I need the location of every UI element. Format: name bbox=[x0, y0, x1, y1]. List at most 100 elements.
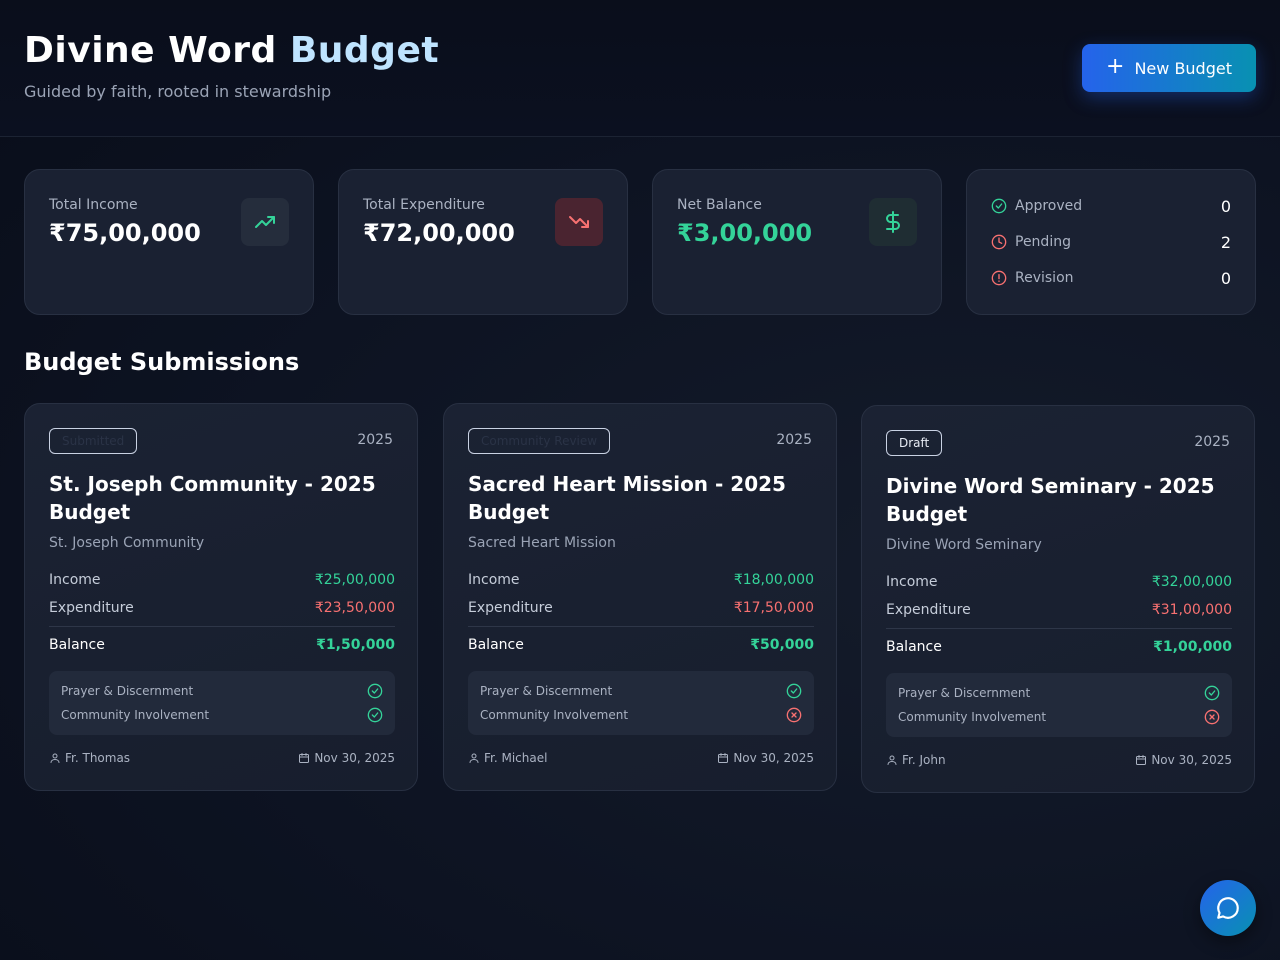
check-circle-icon bbox=[786, 683, 802, 699]
status-revision-count: 0 bbox=[1220, 268, 1231, 288]
income-label: Income bbox=[468, 572, 520, 588]
status-summary-card: Approved 0 Pending 2 Revision 0 bbox=[966, 169, 1256, 315]
income-value: ₹32,00,000 bbox=[1151, 574, 1232, 590]
user-icon bbox=[50, 753, 60, 763]
total-expenditure-value: ₹72,00,000 bbox=[363, 219, 515, 247]
status-approved-label: Approved bbox=[1015, 198, 1083, 214]
alert-circle-icon bbox=[991, 270, 1007, 286]
balance-row: Balance ₹1,50,000 bbox=[49, 637, 395, 653]
check-circle-icon bbox=[367, 707, 383, 723]
expenditure-value: ₹31,00,000 bbox=[1151, 602, 1232, 618]
status-badge: Draft bbox=[886, 430, 943, 456]
status-approved-row: Approved 0 bbox=[991, 196, 1231, 216]
author: Fr. John bbox=[886, 753, 946, 767]
trending-up-icon bbox=[241, 198, 289, 246]
expenditure-label: Expenditure bbox=[886, 602, 971, 618]
page-title: Divine Word Budget bbox=[24, 30, 439, 71]
income-row: Income ₹25,00,000 bbox=[49, 572, 395, 588]
expenditure-row: Expenditure ₹17,50,000 bbox=[468, 600, 814, 616]
checklist-item-label: Prayer & Discernment bbox=[898, 686, 1031, 700]
balance-label: Balance bbox=[49, 637, 105, 653]
author: Fr. Michael bbox=[468, 751, 547, 765]
due-date: Nov 30, 2025 bbox=[1135, 753, 1232, 767]
calendar-icon bbox=[1136, 755, 1147, 765]
status-pending-count: 2 bbox=[1220, 232, 1231, 252]
income-label: Income bbox=[49, 572, 101, 588]
income-value: ₹18,00,000 bbox=[733, 572, 814, 588]
status-pending-label: Pending bbox=[1015, 234, 1071, 250]
expenditure-row: Expenditure ₹23,50,000 bbox=[49, 600, 395, 616]
check-circle-icon bbox=[1204, 685, 1220, 701]
budget-year: 2025 bbox=[776, 432, 812, 448]
status-revision-row: Revision 0 bbox=[991, 268, 1231, 288]
status-badge: Submitted bbox=[49, 428, 138, 454]
total-income-card: Total Income ₹75,00,000 bbox=[24, 169, 314, 315]
budget-title: Divine Word Seminary - 2025 Budget bbox=[886, 474, 1215, 526]
checklist-item: Community Involvement bbox=[61, 707, 383, 723]
net-balance-card: Net Balance ₹3,00,000 bbox=[652, 169, 942, 315]
checklist-item-label: Community Involvement bbox=[480, 708, 629, 722]
new-budget-label: New Budget bbox=[1134, 58, 1232, 78]
checklist-item-label: Community Involvement bbox=[898, 710, 1047, 724]
budget-community: Sacred Heart Mission bbox=[468, 535, 616, 551]
checklist-item-label: Prayer & Discernment bbox=[480, 684, 613, 698]
balance-value: ₹1,50,000 bbox=[316, 637, 395, 653]
checklist: Prayer & Discernment Community Involveme… bbox=[886, 673, 1232, 737]
total-expenditure-card: Total Expenditure ₹72,00,000 bbox=[338, 169, 628, 315]
card-footer: Fr. John Nov 30, 2025 bbox=[886, 753, 1232, 767]
check-circle-icon bbox=[991, 198, 1007, 214]
due-date: Nov 30, 2025 bbox=[717, 751, 814, 765]
user-icon bbox=[469, 753, 479, 763]
total-expenditure-label: Total Expenditure bbox=[363, 197, 485, 213]
user-icon bbox=[887, 755, 897, 765]
author-name: Fr. Thomas bbox=[65, 751, 131, 765]
income-value: ₹25,00,000 bbox=[314, 572, 395, 588]
page-title-accent: Budget bbox=[289, 30, 440, 71]
balance-row: Balance ₹1,00,000 bbox=[886, 639, 1232, 655]
budget-title: Sacred Heart Mission - 2025 Budget bbox=[468, 472, 786, 524]
budget-card[interactable]: Submitted 2025 St. Joseph Community - 20… bbox=[24, 403, 418, 791]
total-income-label: Total Income bbox=[49, 197, 138, 213]
expenditure-row: Expenditure ₹31,00,000 bbox=[886, 602, 1232, 618]
status-badge: Community Review bbox=[468, 428, 611, 454]
card-footer: Fr. Michael Nov 30, 2025 bbox=[468, 751, 814, 765]
divider bbox=[49, 626, 395, 627]
divider bbox=[886, 628, 1232, 629]
income-row: Income ₹32,00,000 bbox=[886, 574, 1232, 590]
checklist-item: Prayer & Discernment bbox=[480, 683, 802, 699]
balance-label: Balance bbox=[468, 637, 524, 653]
section-title: Budget Submissions bbox=[24, 348, 300, 376]
status-revision-label: Revision bbox=[1015, 270, 1074, 286]
x-circle-icon bbox=[786, 707, 802, 723]
checklist-item: Community Involvement bbox=[480, 707, 802, 723]
clock-icon bbox=[991, 234, 1007, 250]
income-label: Income bbox=[886, 574, 938, 590]
chat-button[interactable] bbox=[1200, 880, 1256, 936]
trending-down-icon bbox=[555, 198, 603, 246]
budget-card[interactable]: Community Review 2025 Sacred Heart Missi… bbox=[443, 403, 837, 791]
due-date-text: Nov 30, 2025 bbox=[1151, 753, 1232, 767]
budget-card[interactable]: Draft 2025 Divine Word Seminary - 2025 B… bbox=[861, 405, 1255, 793]
budget-year: 2025 bbox=[1194, 434, 1230, 450]
checklist-item-label: Prayer & Discernment bbox=[61, 684, 194, 698]
checklist-item: Prayer & Discernment bbox=[61, 683, 383, 699]
status-approved-count: 0 bbox=[1220, 196, 1231, 216]
due-date: Nov 30, 2025 bbox=[298, 751, 395, 765]
balance-row: Balance ₹50,000 bbox=[468, 637, 814, 653]
new-budget-button[interactable]: + New Budget bbox=[1082, 44, 1256, 92]
chat-bubble-icon bbox=[1217, 897, 1239, 919]
balance-value: ₹1,00,000 bbox=[1153, 639, 1232, 655]
income-row: Income ₹18,00,000 bbox=[468, 572, 814, 588]
net-balance-label: Net Balance bbox=[677, 197, 762, 213]
author: Fr. Thomas bbox=[49, 751, 130, 765]
card-footer: Fr. Thomas Nov 30, 2025 bbox=[49, 751, 395, 765]
author-name: Fr. Michael bbox=[484, 751, 548, 765]
net-balance-value: ₹3,00,000 bbox=[677, 219, 813, 247]
checklist: Prayer & Discernment Community Involveme… bbox=[468, 671, 814, 735]
calendar-icon bbox=[718, 753, 729, 763]
page-header: Divine Word Budget Guided by faith, root… bbox=[0, 0, 1280, 137]
divider bbox=[468, 626, 814, 627]
page-title-main: Divine Word bbox=[24, 30, 277, 71]
balance-label: Balance bbox=[886, 639, 942, 655]
budget-year: 2025 bbox=[357, 432, 393, 448]
